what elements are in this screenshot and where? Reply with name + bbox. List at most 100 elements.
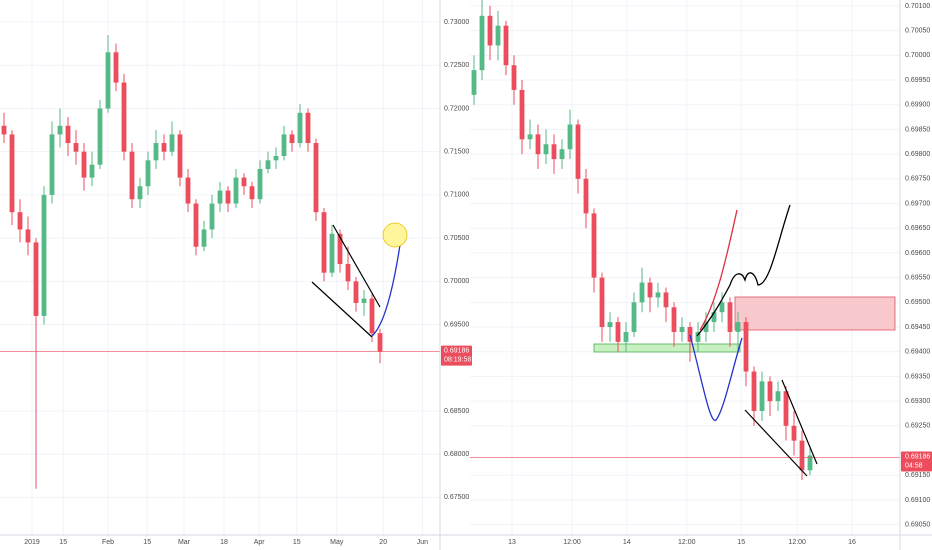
candle-body <box>727 302 733 332</box>
candle-body <box>471 70 477 95</box>
y-tick-label: 0.69650 <box>905 225 930 232</box>
candle-body <box>305 112 311 144</box>
candle-body <box>241 177 247 187</box>
candle-body <box>193 203 199 247</box>
candle-body <box>265 160 271 169</box>
candle-body <box>527 134 533 140</box>
x-tick-label: 20 <box>379 539 387 546</box>
y-tick-label: 0.69850 <box>905 126 930 133</box>
x-tick-label: 16 <box>848 539 856 546</box>
candle-body <box>345 264 351 282</box>
candle-body <box>369 298 375 334</box>
last-price-badge <box>441 345 472 366</box>
candle-body <box>233 177 239 204</box>
countdown-label: 04:58 <box>905 462 923 469</box>
candle-body <box>607 322 613 328</box>
x-tick-label: 13 <box>508 539 516 546</box>
last-price-label: 0.69186 <box>905 453 930 460</box>
candle-body <box>41 194 47 316</box>
x-tick-label: 18 <box>220 539 228 546</box>
y-tick-label: 0.70050 <box>905 27 930 34</box>
candle-body <box>281 134 287 157</box>
candle-body <box>297 112 303 144</box>
y-tick-label: 0.67500 <box>444 494 469 501</box>
candle-body <box>145 160 151 187</box>
candle-body <box>105 52 111 109</box>
candle-body <box>735 322 741 332</box>
candle-body <box>535 134 541 155</box>
candle-body <box>679 327 685 332</box>
x-tick-label: Jun <box>417 539 428 546</box>
projection-curve <box>699 209 738 331</box>
candle-body <box>329 233 335 273</box>
y-tick-label: 0.71000 <box>444 192 469 199</box>
candle-body <box>647 282 653 298</box>
candle-body <box>615 322 621 342</box>
support-zone <box>593 343 741 353</box>
y-tick-label: 0.69700 <box>905 200 930 207</box>
y-tick-label: 0.69350 <box>905 373 930 380</box>
candle-body <box>791 425 797 441</box>
y-tick-label: 0.69800 <box>905 151 930 158</box>
y-tick-label: 0.69900 <box>905 102 930 109</box>
candle-body <box>377 333 383 352</box>
countdown-label: 08:19:58 <box>444 357 471 364</box>
candle-body <box>121 82 127 152</box>
candle-body <box>249 186 255 200</box>
candle-body <box>663 292 669 308</box>
candle-body <box>543 144 549 155</box>
candle-body <box>17 212 23 230</box>
candle-body <box>209 203 215 230</box>
candle-body <box>655 292 661 298</box>
candle-body <box>25 229 31 243</box>
y-tick-label: 0.73000 <box>444 19 469 26</box>
candle-body <box>719 302 725 313</box>
x-tick-label: 12:00 <box>678 539 696 546</box>
y-tick-label: 0.70000 <box>444 278 469 285</box>
candle-body <box>137 186 143 200</box>
y-tick-label: 0.69150 <box>905 472 930 479</box>
y-tick-label: 0.69600 <box>905 250 930 257</box>
candle-body <box>479 15 485 71</box>
x-tick-label: 15 <box>293 539 301 546</box>
candle-body <box>9 134 15 213</box>
candle-body <box>273 156 279 161</box>
candle-body <box>767 381 773 402</box>
x-tick-label: 12:00 <box>788 539 806 546</box>
grid-layer <box>0 0 900 535</box>
candle-body <box>639 282 645 303</box>
resistance-zone <box>734 296 896 331</box>
candle-body <box>759 381 765 412</box>
candle-body <box>703 322 709 332</box>
candle-body <box>503 25 509 66</box>
trend-line <box>744 409 808 477</box>
candle-body <box>161 143 167 152</box>
candle-body <box>783 391 789 426</box>
candle-body <box>73 143 79 152</box>
candle-body <box>217 190 223 204</box>
candle-body <box>711 312 717 323</box>
candle-body <box>687 327 693 342</box>
candle-body <box>153 143 159 161</box>
candle-body <box>225 190 231 204</box>
candle-body <box>185 177 191 204</box>
candle-body <box>591 213 597 278</box>
candle-body <box>775 391 781 402</box>
last-price-badge <box>901 451 932 472</box>
candle-body <box>353 281 359 303</box>
candle-body <box>33 242 39 316</box>
y-tick-label: 0.70000 <box>905 52 930 59</box>
y-tick-label: 0.69950 <box>905 77 930 84</box>
y-tick-label: 0.69550 <box>905 274 930 281</box>
trend-line <box>781 379 818 465</box>
candle-body <box>743 322 749 372</box>
y-tick-label: 0.69500 <box>905 299 930 306</box>
candle-body <box>495 25 501 46</box>
candle-body <box>671 307 677 332</box>
y-tick-label: 0.69250 <box>905 423 930 430</box>
x-tick-label: May <box>330 539 344 546</box>
candle-body <box>799 440 805 471</box>
y-tick-label: 0.70100 <box>905 3 930 10</box>
